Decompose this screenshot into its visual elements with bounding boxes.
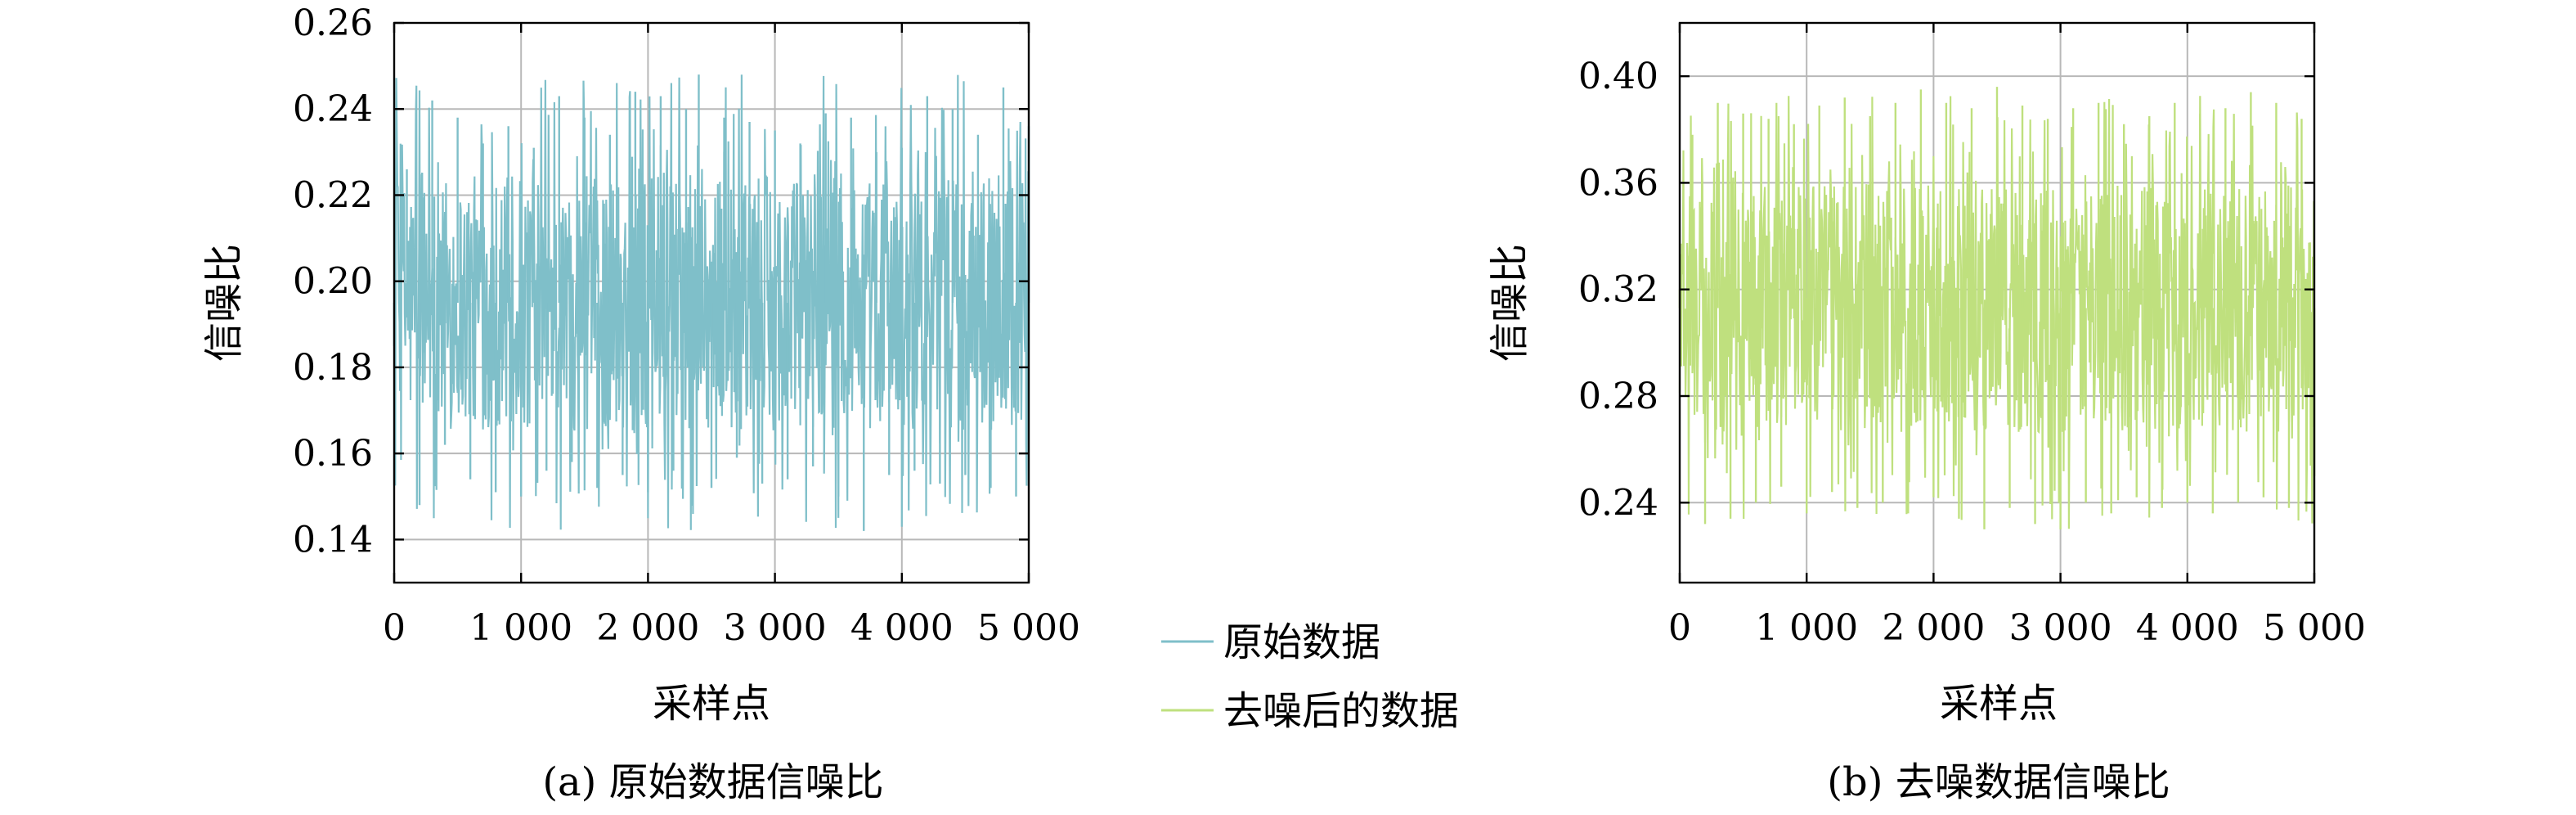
axes-frame	[1678, 21, 2316, 584]
legend-label: 原始数据	[1223, 619, 1380, 665]
x-axis-title: 采样点	[653, 681, 770, 727]
y-tick-label: 0.24	[1578, 482, 1658, 524]
chart-a: 0 1 000 2 000 3 000 4 000 5 000 0.14 0.16 0.18 0.…	[201, 2, 1080, 805]
x-tick-label: 4 000	[850, 607, 954, 649]
x-tick-label: 0	[383, 607, 406, 649]
axes-frame	[393, 21, 1030, 584]
y-tick-label: 0.14	[293, 519, 373, 561]
y-tick-label: 0.22	[293, 174, 373, 216]
x-tick-label: 2 000	[1882, 607, 1985, 649]
x-tick-label: 3 000	[2009, 607, 2112, 649]
x-tick-label: 1 000	[1755, 607, 1858, 649]
y-tick-label: 0.36	[1578, 162, 1658, 204]
chart-b: 0 1 000 2 000 3 000 4 000 5 000 0.24 0.28 0.32 0.…	[1487, 21, 2366, 805]
y-tick-label: 0.40	[1578, 56, 1658, 97]
x-tick-label: 3 000	[724, 607, 827, 649]
legend-label: 去噪后的数据	[1223, 688, 1459, 734]
y-axis-title: 信噪比	[201, 244, 247, 362]
y-axis-title: 信噪比	[1487, 244, 1533, 362]
chart-caption: (b) 去噪数据信噪比	[1827, 759, 2170, 805]
chart-caption: (a) 原始数据信噪比	[542, 759, 883, 805]
x-tick-label: 0	[1668, 607, 1691, 649]
y-tick-label: 0.16	[293, 433, 373, 475]
x-tick-label: 5 000	[2263, 607, 2366, 649]
y-tick-label: 0.18	[293, 347, 373, 389]
y-tick-label: 0.24	[293, 88, 373, 130]
y-tick-label: 0.32	[1578, 269, 1658, 311]
x-tick-label: 2 000	[596, 607, 699, 649]
x-axis-title: 采样点	[1940, 681, 2058, 727]
y-tick-label: 0.26	[293, 2, 373, 44]
x-tick-label: 4 000	[2136, 607, 2239, 649]
y-tick-label: 0.28	[1578, 376, 1658, 417]
x-tick-label: 5 000	[977, 607, 1080, 649]
y-tick-label: 0.20	[293, 261, 373, 303]
x-tick-label: 1 000	[469, 607, 572, 649]
